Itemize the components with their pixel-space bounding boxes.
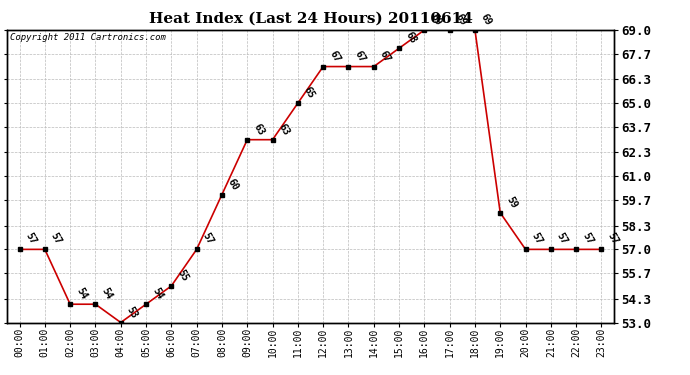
Text: 57: 57 bbox=[606, 231, 620, 247]
Text: 69: 69 bbox=[428, 12, 443, 27]
Text: Heat Index (Last 24 Hours) 20110614: Heat Index (Last 24 Hours) 20110614 bbox=[148, 11, 473, 25]
Text: 57: 57 bbox=[580, 231, 595, 247]
Text: 69: 69 bbox=[479, 12, 493, 27]
Text: 67: 67 bbox=[353, 49, 367, 64]
Text: 59: 59 bbox=[504, 195, 519, 210]
Text: 54: 54 bbox=[75, 286, 89, 302]
Text: 57: 57 bbox=[49, 231, 63, 247]
Text: 69: 69 bbox=[454, 12, 469, 27]
Text: 63: 63 bbox=[251, 122, 266, 137]
Text: 53: 53 bbox=[125, 304, 139, 320]
Text: 67: 67 bbox=[378, 49, 393, 64]
Text: 60: 60 bbox=[226, 177, 241, 192]
Text: 65: 65 bbox=[302, 85, 317, 100]
Text: 57: 57 bbox=[23, 231, 38, 247]
Text: Copyright 2011 Cartronics.com: Copyright 2011 Cartronics.com bbox=[10, 33, 166, 42]
Text: 57: 57 bbox=[530, 231, 544, 247]
Text: 57: 57 bbox=[555, 231, 569, 247]
Text: 54: 54 bbox=[99, 286, 114, 302]
Text: 63: 63 bbox=[277, 122, 291, 137]
Text: 54: 54 bbox=[150, 286, 165, 302]
Text: 67: 67 bbox=[327, 49, 342, 64]
Text: 55: 55 bbox=[175, 268, 190, 283]
Text: 68: 68 bbox=[403, 30, 417, 45]
Text: 57: 57 bbox=[201, 231, 215, 247]
